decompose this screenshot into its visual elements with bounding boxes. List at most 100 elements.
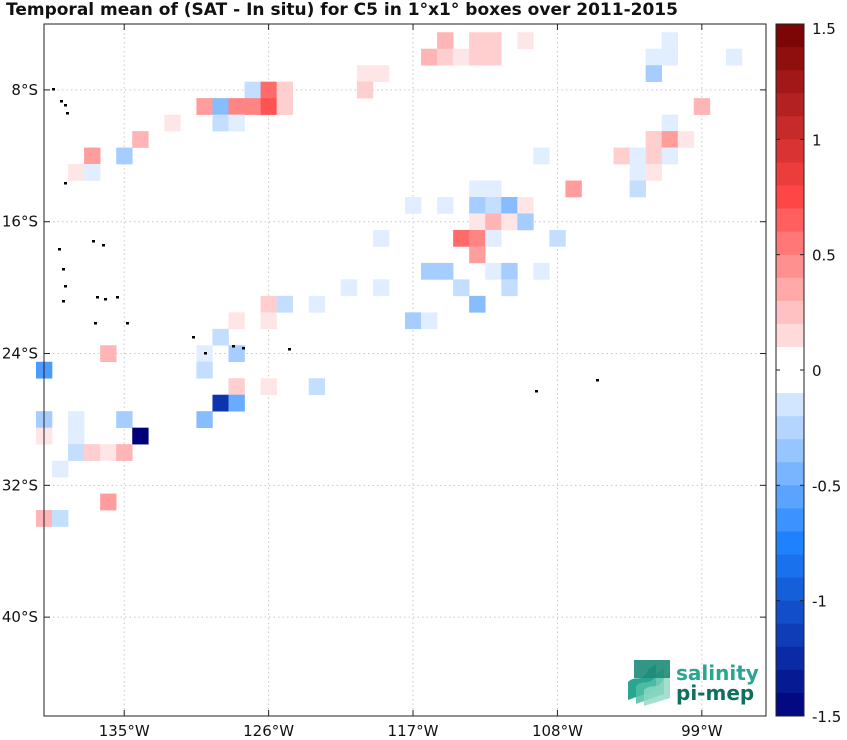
y-tick-label: 24°S <box>2 345 38 363</box>
heatmap-cell <box>661 131 679 148</box>
heatmap-cell <box>501 213 518 231</box>
heatmap-cell <box>661 48 679 66</box>
heatmap-cell <box>469 213 486 231</box>
heatmap-cell <box>260 81 277 99</box>
colorbar-segment <box>776 185 804 209</box>
heatmap-cell <box>485 229 502 247</box>
heatmap-cells <box>35 32 743 527</box>
heatmap-cell <box>533 147 550 165</box>
heatmap-cell <box>356 81 374 99</box>
heatmap-cell <box>116 411 133 428</box>
heatmap-cell <box>84 444 101 461</box>
heatmap-cell <box>405 312 422 330</box>
heatmap-cell <box>228 345 245 363</box>
colorbar-segment <box>776 47 804 71</box>
colorbar-segment <box>776 669 804 694</box>
heatmap-cell <box>533 262 550 280</box>
colorbar-segment <box>776 116 804 140</box>
island-marker <box>596 379 599 382</box>
colorbar-label: 0.5 <box>812 247 836 265</box>
heatmap-cell <box>52 510 69 527</box>
heatmap-cell <box>244 81 261 99</box>
heatmap-cell <box>501 197 518 214</box>
heatmap-cell <box>260 312 277 330</box>
heatmap-cell <box>260 378 277 396</box>
heatmap-cell <box>68 444 85 461</box>
heatmap-cell <box>196 361 213 379</box>
island-marker <box>192 336 195 339</box>
heatmap-cell <box>132 427 149 445</box>
x-tick-label: 126°W <box>243 722 294 740</box>
heatmap-cell <box>485 180 502 198</box>
island-marker <box>102 244 105 247</box>
island-marker <box>62 268 65 271</box>
heatmap-cell <box>517 32 534 50</box>
heatmap-cell <box>661 114 679 132</box>
heatmap-cell <box>661 147 679 165</box>
heatmap-cell <box>549 229 566 247</box>
heatmap-cell <box>485 197 502 214</box>
heatmap-cell <box>469 246 486 264</box>
colorbar-segment <box>776 208 804 232</box>
heatmap-cell <box>68 411 85 428</box>
colorbar-segment <box>776 508 804 532</box>
colorbar-label: -0.5 <box>812 477 841 495</box>
colorbar-segment <box>776 577 804 602</box>
heatmap-cell <box>437 262 454 280</box>
y-axis-ticks: 8°S 16°S 24°S 32°S 40°S <box>2 81 766 626</box>
heatmap-cell <box>372 65 390 82</box>
heatmap-cell <box>485 32 502 50</box>
colorbar-segment <box>776 439 804 463</box>
heatmap-cell <box>437 197 454 214</box>
colorbar-segment <box>776 346 804 371</box>
island-marker <box>52 88 55 91</box>
heatmap-cell <box>469 180 486 198</box>
island-marker <box>64 285 67 288</box>
heatmap-cell <box>340 279 358 297</box>
heatmap-cell <box>693 98 711 115</box>
heatmap-cell <box>372 229 390 247</box>
colorbar-segment <box>776 300 804 325</box>
heatmap-cell <box>421 262 438 280</box>
heatmap-cell <box>84 147 101 165</box>
island-marker <box>116 296 119 299</box>
heatmap-cell <box>453 279 470 297</box>
colorbar-segment <box>776 531 804 555</box>
colorbar-segment <box>776 370 804 394</box>
colorbar-segment <box>776 646 804 671</box>
logo-text-salinity: salinity <box>676 661 759 685</box>
island-marker <box>64 104 67 107</box>
heatmap-cell <box>52 460 69 478</box>
heatmap-cell <box>645 147 663 165</box>
heatmap-cell <box>68 164 85 181</box>
colorbar-segment <box>776 462 804 486</box>
logo-panel <box>634 660 670 678</box>
heatmap-cell <box>276 81 293 99</box>
heatmap-cell <box>212 114 229 132</box>
heatmap-cell <box>661 32 679 50</box>
colorbar-segment <box>776 24 804 48</box>
colorbar-segment <box>776 162 804 186</box>
heatmap-cell <box>228 98 245 115</box>
heatmap-cell <box>228 394 245 412</box>
colorbar-segment <box>776 416 804 440</box>
heatmap-cell <box>372 279 390 297</box>
x-axis-ticks: 135°W 126°W 117°W 108°W 99°W <box>99 24 723 740</box>
heatmap-cell <box>212 98 229 115</box>
heatmap-cell <box>164 114 181 132</box>
colorbar-segment <box>776 70 804 94</box>
heatmap-cell <box>405 197 422 214</box>
heatmap-cell <box>629 180 646 198</box>
x-tick-label: 135°W <box>99 722 150 740</box>
chart-title: Temporal mean of (SAT - In situ) for C5 … <box>6 0 678 20</box>
heatmap-cell <box>725 48 743 66</box>
heatmap-cell <box>517 197 534 214</box>
y-tick-label: 32°S <box>2 476 38 494</box>
heatmap-cell <box>421 312 438 330</box>
heatmap-cell <box>485 262 502 280</box>
colorbar-segment <box>776 600 804 625</box>
island-marker <box>66 112 69 115</box>
heatmap-cell <box>629 147 646 165</box>
colorbar-segment <box>776 393 804 417</box>
